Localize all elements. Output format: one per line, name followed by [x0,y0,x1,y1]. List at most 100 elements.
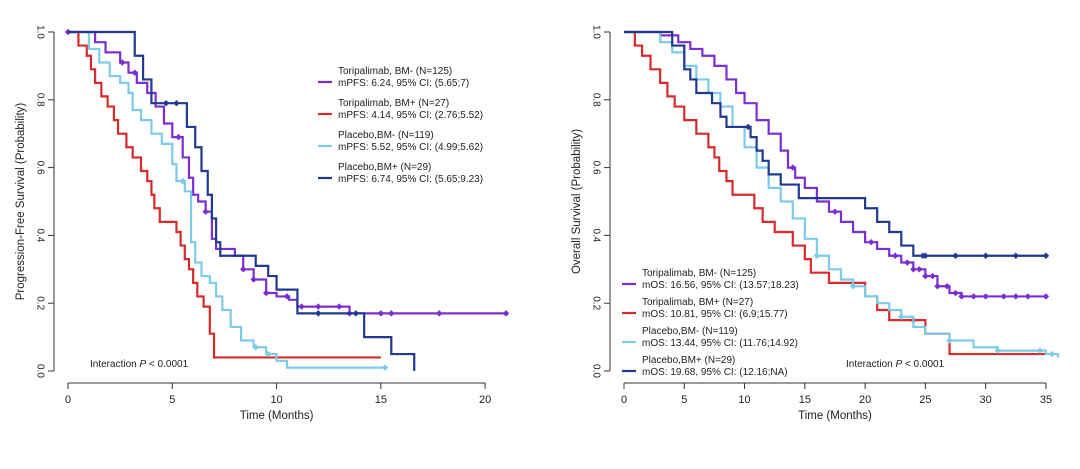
censor-mark [377,310,385,317]
censor-mark [929,272,936,280]
y-tick-label: 0.0 [590,364,601,378]
pfs-chart: 0.0 0.2 0.4 0.6 0.8 1.0 Progression-Free Survi… [15,25,510,422]
censor-mark [315,303,322,310]
interaction-annotation: Interaction P < 0.0001 [846,359,945,370]
censor-mark [1048,350,1056,358]
survival-curve [68,30,506,315]
y-tick-label: 0.2 [590,296,601,310]
censor-mark [265,350,272,358]
censor-mark [1012,252,1020,259]
censor-mark [813,252,821,259]
legend-label: Placebo,BM- (N=119) [642,326,738,337]
legend-stat: mOS: 19.68, 95% CI: (12.16;NA) [642,367,788,378]
interaction-annotation: Interaction P < 0.0001 [90,359,189,370]
censor-mark [943,283,951,290]
x-tick-label: 15 [375,394,387,406]
censor-mark [202,208,209,215]
x-tick-label: 25 [919,394,931,406]
legend-label: Toripalimab, BM+ (N=27) [338,98,449,109]
legend-stat: mPFS: 5.52, 95% CI: (4.99;5.62) [338,142,483,153]
legend-label: Toripalimab, BM- (N=125) [338,66,452,77]
censor-mark [252,344,259,351]
censor-mark [922,252,929,259]
x-tick-label: 10 [270,394,282,406]
survival-curve [68,30,381,359]
censor-mark [173,99,180,107]
censor-mark [982,252,989,259]
x-tick-label: 20 [479,394,491,406]
censor-mark [388,310,395,317]
y-axis-label: Overall Survival (Probability) [571,129,583,274]
censor-mark [1042,252,1050,259]
pfs-chart-panel: 0.0 0.2 0.4 0.6 0.8 1.0 Progression-Free Survi… [15,25,510,422]
censor-mark [1042,293,1050,300]
x-tick-label: 20 [859,394,871,406]
legend-label: Toripalimab, BM- (N=125) [642,268,756,279]
x-axis-label: Time (Months) [240,410,314,422]
legend-stat: mPFS: 4.14, 95% CI: (2.76;5.52) [338,110,483,121]
censor-mark [250,276,257,283]
censor-mark [904,259,911,266]
y-tick-label: 0.4 [590,228,601,242]
legend-stat: mPFS: 6.24, 95% CI: (5.65;7) [338,78,469,89]
survival-curve [624,30,1046,356]
legend-stat: mOS: 16.56, 95% CI: (13.57;18.23) [642,280,799,291]
survival-curve [624,30,1046,257]
censor-mark [1024,293,1032,300]
censor-mark [262,289,270,297]
censor-mark [119,59,126,66]
legend-label: Placebo,BM+ (N=29) [338,162,431,173]
x-tick-label: 35 [1040,394,1052,406]
censor-mark [240,266,247,273]
x-tick-label: 15 [799,394,811,406]
censor-mark [162,99,170,107]
censor-mark [179,177,186,185]
y-tick-label: 0.6 [590,161,601,175]
legend-label: Placebo,BM+ (N=29) [642,355,735,366]
x-tick-label: 5 [169,394,175,406]
y-tick-label: 0.0 [34,364,45,378]
censor-mark [298,303,305,310]
censor-mark [315,310,322,317]
censor-mark [867,238,875,246]
censor-mark [922,272,929,280]
censor-mark [952,252,959,259]
censor-mark [946,337,953,344]
censor-mark [352,310,360,317]
legend-label: Placebo,BM- (N=119) [338,130,434,141]
legend-label: Toripalimab, BM+ (N=27) [642,297,753,308]
censor-mark [958,293,965,300]
censor-mark [1000,293,1007,300]
os-chart-panel: 0.0 0.2 0.4 0.6 0.8 1.0 Overall Survival (Prob… [548,0,1080,469]
legend-stat: mPFS: 6.74, 95% CI: (5.65;9.23) [338,174,483,185]
censor-mark [916,266,923,273]
x-tick-label: 30 [980,394,992,406]
survival-curve [68,30,386,369]
censor-mark [283,293,291,300]
x-tick-label: 0 [621,394,627,406]
y-tick-label: 0.8 [590,93,601,107]
censor-mark [381,364,389,371]
censor-mark [982,293,989,300]
censor-mark [131,69,138,76]
censor-mark [994,347,1001,354]
censor-mark [849,283,857,290]
censor-mark [175,133,182,141]
x-tick-label: 5 [681,394,687,406]
x-tick-label: 0 [65,394,71,406]
x-axis-label: Time (Months) [798,410,872,422]
censor-mark [892,252,899,259]
os-chart: 0.0 0.2 0.4 0.6 0.8 1.0 Overall Survival (Prob… [571,25,1060,422]
censor-mark [831,208,839,215]
censor-mark [910,266,917,273]
legend-stat: mOS: 13.44, 95% CI: (11.76;14.92) [642,338,798,349]
censor-mark [970,293,977,300]
censor-mark [1036,347,1044,354]
censor-mark [335,303,343,310]
x-tick-label: 10 [738,394,750,406]
y-tick-label: 1.0 [34,25,45,39]
y-tick-label: 1.0 [590,25,601,39]
censor-mark [898,313,905,320]
censor-mark [934,283,941,290]
censor-mark [502,310,510,317]
